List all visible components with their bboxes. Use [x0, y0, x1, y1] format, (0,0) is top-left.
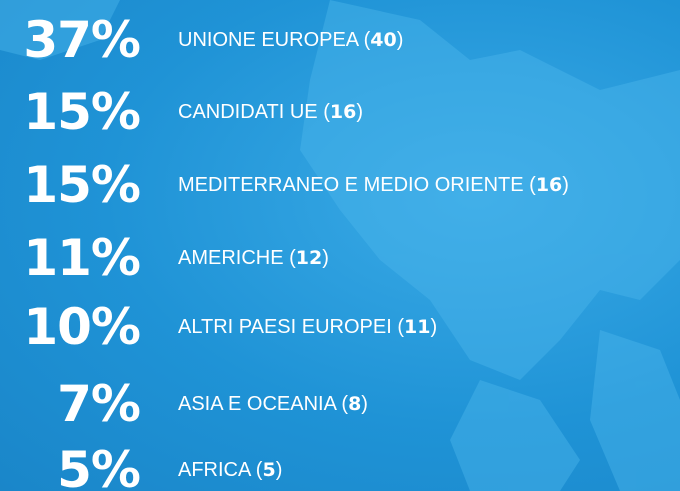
region-count: 40 — [370, 29, 397, 51]
region-name: AMERICHE ( — [178, 247, 296, 269]
percentage: 11% — [23, 229, 141, 287]
closing-paren: ) — [396, 29, 404, 51]
region-label: AMERICHE (12) — [178, 223, 329, 293]
closing-paren: ) — [356, 101, 363, 123]
closing-paren: ) — [562, 174, 569, 196]
region-count: 11 — [403, 316, 431, 338]
list-row: 7% ASIA E OCEANIA (8) — [0, 369, 680, 439]
closing-paren: ) — [275, 459, 283, 481]
region-label: MEDITERRANEO E MEDIO ORIENTE (16) — [178, 150, 569, 220]
closing-paren: ) — [322, 247, 329, 269]
list-row: 15% CANDIDATI UE (16) — [0, 77, 680, 147]
percentage: 15% — [23, 83, 141, 141]
region-count: 12 — [295, 247, 323, 269]
region-count: 16 — [329, 101, 357, 123]
closing-paren: ) — [430, 316, 438, 338]
region-name: AFRICA ( — [178, 459, 263, 481]
list-row: 15% MEDITERRANEO E MEDIO ORIENTE (16) — [0, 150, 680, 220]
region-label: UNIONE EUROPEA (40) — [178, 5, 403, 75]
percentage: 5% — [57, 441, 141, 491]
region-name: ASIA E OCEANIA ( — [178, 393, 349, 415]
percentage: 15% — [23, 156, 141, 214]
list-row: 37% UNIONE EUROPEA (40) — [0, 5, 680, 75]
region-name: MEDITERRANEO E MEDIO ORIENTE ( — [178, 174, 536, 196]
region-name: ALTRI PAESI EUROPEI ( — [178, 316, 404, 338]
region-name: CANDIDATI UE ( — [178, 101, 330, 123]
percentage: 7% — [57, 375, 141, 433]
list-row: 11% AMERICHE (12) — [0, 223, 680, 293]
list-row: 5% AFRICA (5) — [0, 435, 680, 491]
percentage: 37% — [23, 11, 141, 69]
region-label: AFRICA (5) — [178, 435, 282, 491]
region-label: CANDIDATI UE (16) — [178, 77, 363, 147]
list-row: 10% ALTRI PAESI EUROPEI (11) — [0, 292, 680, 362]
closing-paren: ) — [361, 393, 368, 415]
region-count: 8 — [348, 393, 362, 415]
region-label: ASIA E OCEANIA (8) — [178, 369, 368, 439]
region-count: 16 — [535, 174, 563, 196]
region-name: UNIONE EUROPEA ( — [178, 29, 371, 51]
percentage: 10% — [23, 298, 141, 356]
region-count: 5 — [262, 459, 276, 481]
region-label: ALTRI PAESI EUROPEI (11) — [178, 292, 437, 362]
